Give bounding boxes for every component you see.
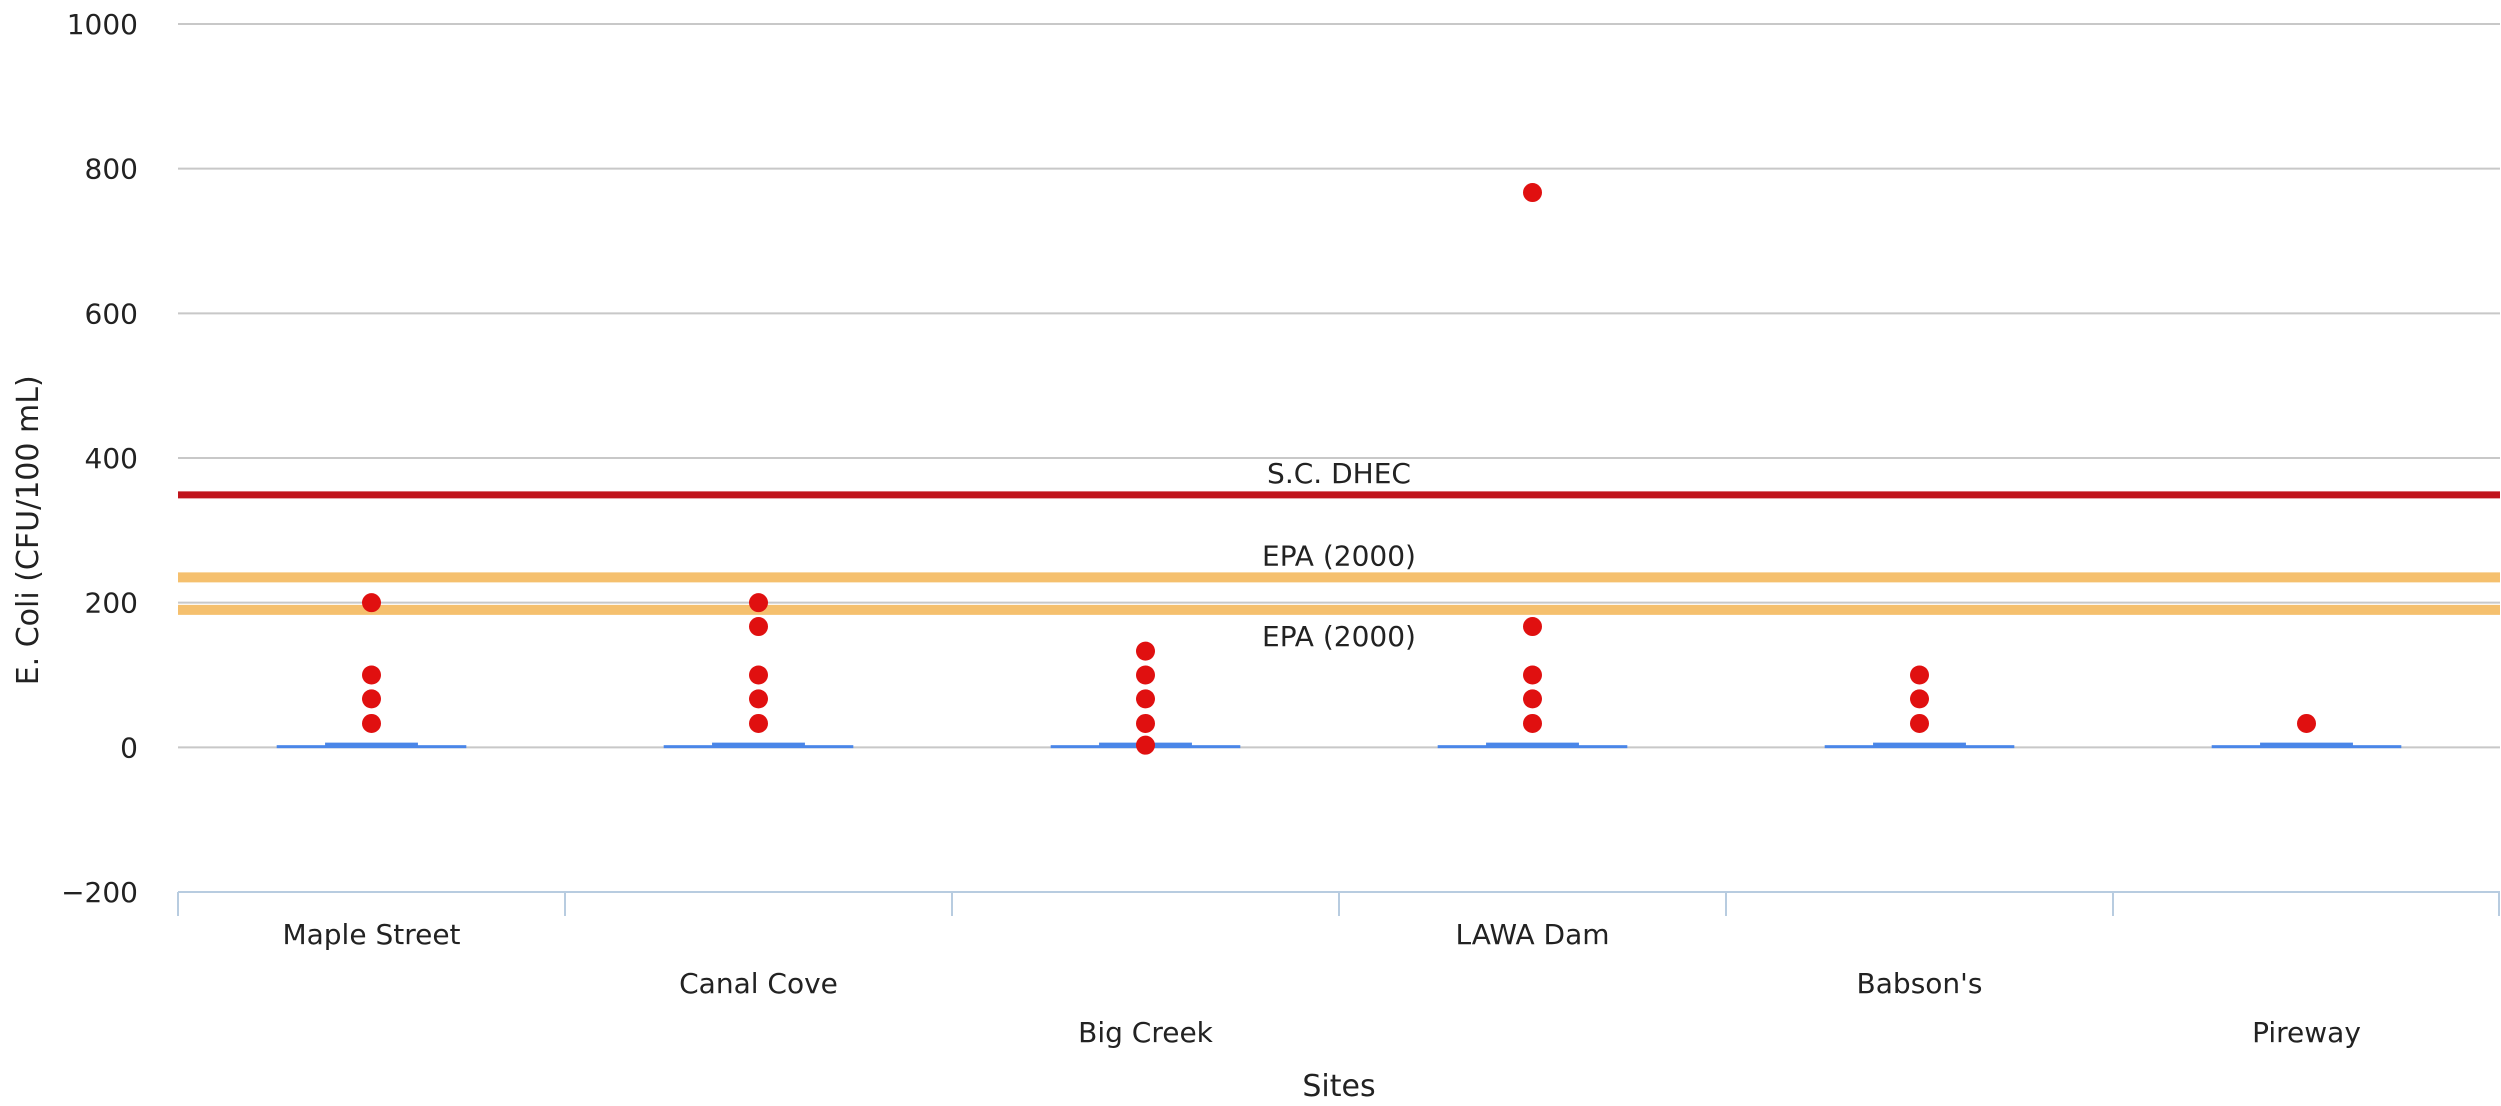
outlier-point <box>749 713 768 733</box>
reference-line-label: S.C. DHEC <box>1267 457 1411 490</box>
outlier-point <box>1136 713 1155 733</box>
gridlines <box>178 23 2500 749</box>
outlier-points <box>362 183 2316 755</box>
y-tick-label: −200 <box>61 876 138 909</box>
outlier-point <box>1910 689 1929 709</box>
outlier-point <box>749 689 768 709</box>
outlier-point <box>362 689 381 709</box>
x-tick-label: Maple Street <box>282 918 460 951</box>
y-tick-label: 0 <box>120 731 138 764</box>
outlier-point <box>1523 665 1542 685</box>
x-tick-label: Big Creek <box>1078 1016 1214 1049</box>
outlier-point <box>749 593 768 613</box>
outlier-point <box>1136 735 1155 755</box>
outlier-point <box>1136 665 1155 685</box>
x-axis-title: Sites <box>1302 1069 1375 1104</box>
outlier-point <box>1136 689 1155 709</box>
y-axis-title: E. Coli (CFU/100 mL) <box>11 375 46 685</box>
outlier-point <box>1523 689 1542 709</box>
y-tick-label: 400 <box>85 442 138 475</box>
outlier-point <box>1523 617 1542 637</box>
outlier-point <box>1136 641 1155 661</box>
y-tick-label: 800 <box>85 153 138 186</box>
outlier-point <box>1910 713 1929 733</box>
x-tick-label: Pireway <box>2252 1016 2361 1049</box>
x-tick-label: Canal Cove <box>679 967 838 1000</box>
outlier-point <box>1910 665 1929 685</box>
reference-lines: S.C. DHEC EPA (2000) EPA (2000) <box>178 457 2500 653</box>
x-tick-label: Babson's <box>1857 967 1983 1000</box>
x-tick-label: LAWA Dam <box>1455 918 1609 951</box>
y-tick-label: 1000 <box>67 8 138 41</box>
outlier-point <box>362 593 381 613</box>
outlier-point <box>1523 183 1542 203</box>
reference-line-label: EPA (2000) <box>1262 539 1416 572</box>
reference-line-label: EPA (2000) <box>1262 620 1416 653</box>
boxes <box>276 742 2402 749</box>
category-labels: Maple Street Canal Cove Big Creek LAWA Dam B… <box>282 918 2360 1049</box>
outlier-point <box>2297 713 2316 733</box>
y-tick-label: 600 <box>85 297 138 330</box>
y-axis-ticks: −200 0 200 400 600 800 1000 <box>61 8 138 909</box>
outlier-point <box>362 665 381 685</box>
x-axis <box>177 891 2500 916</box>
outlier-point <box>1523 713 1542 733</box>
y-tick-label: 200 <box>85 587 138 620</box>
outlier-point <box>749 617 768 637</box>
outlier-point <box>749 665 768 685</box>
outlier-point <box>362 713 381 733</box>
